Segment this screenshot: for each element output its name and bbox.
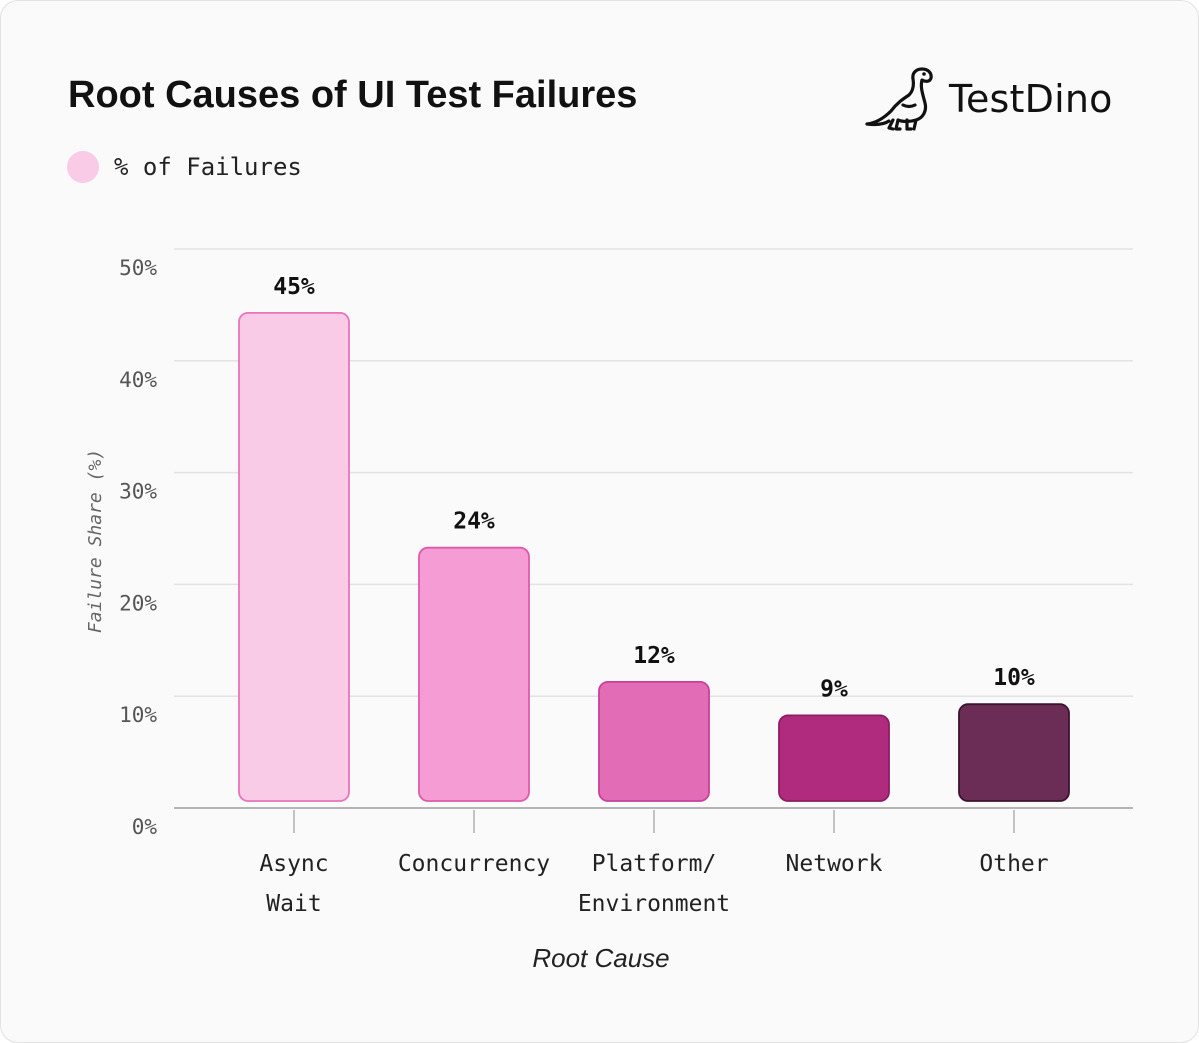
dinosaur-icon bbox=[865, 67, 933, 131]
chart-title: Root Causes of UI Test Failures bbox=[68, 74, 638, 116]
y-tick-label: 10% bbox=[119, 703, 157, 727]
x-tick-label: Wait bbox=[266, 891, 321, 917]
x-tick-label: Concurrency bbox=[398, 851, 550, 877]
data-label: 12% bbox=[633, 643, 675, 669]
bar bbox=[778, 714, 890, 802]
x-tick-label: Environment bbox=[578, 891, 730, 917]
bar bbox=[238, 311, 350, 802]
bar bbox=[418, 546, 530, 802]
legend-swatch bbox=[67, 151, 99, 183]
bar bbox=[958, 703, 1070, 802]
brand-logo: TestDino bbox=[863, 65, 1113, 133]
y-tick-label: 40% bbox=[119, 368, 157, 392]
y-tick-label: 50% bbox=[119, 256, 157, 280]
y-tick-label: 0% bbox=[132, 815, 158, 839]
x-tick-label: Platform/ bbox=[592, 851, 717, 877]
x-axis: Async Wait Concurrency Platform/Environment… bbox=[174, 807, 1133, 917]
bar bbox=[598, 680, 710, 802]
x-axis-label: Root Cause bbox=[532, 943, 669, 973]
data-label: 45% bbox=[273, 274, 315, 300]
x-tick-label: Other bbox=[979, 851, 1048, 877]
data-label: 10% bbox=[993, 665, 1035, 691]
legend: % of Failures bbox=[67, 151, 302, 183]
y-axis-label: Failure Share (%) bbox=[85, 449, 106, 633]
data-label: 9% bbox=[820, 676, 848, 702]
x-tick-label: Async bbox=[259, 851, 328, 877]
dinosaur-eye bbox=[922, 72, 926, 76]
y-tick-label: 20% bbox=[119, 591, 157, 615]
data-label: 24% bbox=[453, 509, 495, 535]
brand-name: TestDino bbox=[949, 77, 1113, 121]
legend-label: % of Failures bbox=[114, 153, 302, 181]
y-axis-ticks: 0% 10% 20% 30% 40% 50% bbox=[119, 256, 157, 839]
y-tick-label: 30% bbox=[119, 480, 157, 504]
bars: 45% 24% 12% 9% 10% bbox=[238, 274, 1070, 802]
x-tick-label: Network bbox=[786, 851, 883, 877]
